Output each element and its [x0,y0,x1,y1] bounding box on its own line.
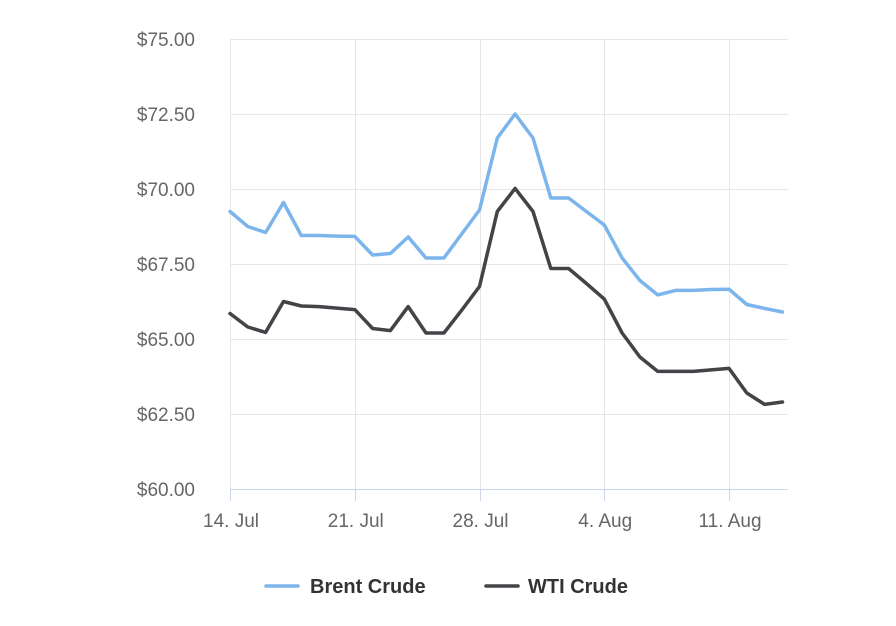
y-tick-label: $70.00 [137,180,195,201]
x-tick-label: 28. Jul [453,511,509,532]
y-tick-label: $65.00 [137,330,195,351]
y-tick-label: $60.00 [137,480,195,501]
y-tick-label: $75.00 [137,30,195,51]
legend-item-wti[interactable]: WTI Crude [484,576,628,598]
x-tick-label: 21. Jul [328,511,384,532]
x-tick-label: 11. Aug [698,511,761,532]
series-line-wti[interactable] [228,186,785,407]
legend-label: Brent Crude [310,576,426,598]
y-tick-label: $72.50 [137,105,195,126]
legend-item-brent[interactable]: Brent Crude [264,576,426,598]
x-tick-label: 4. Aug [578,511,632,532]
series-lines [228,112,785,407]
y-tick-label: $67.50 [137,255,195,276]
x-axis [230,489,788,501]
grid-lines [230,39,788,489]
x-axis-labels: 14. Jul 21. Jul 28. Jul 4. Aug 11. Aug [203,511,762,532]
legend-label: WTI Crude [528,576,628,598]
series-line-brent[interactable] [228,112,785,314]
legend[interactable]: Brent Crude WTI Crude [264,576,628,598]
x-tick-label: 14. Jul [203,511,259,532]
y-axis-labels: $60.00 $62.50 $65.00 $67.50 $70.00 $72.50 $75.… [137,30,195,501]
y-tick-label: $62.50 [137,405,195,426]
